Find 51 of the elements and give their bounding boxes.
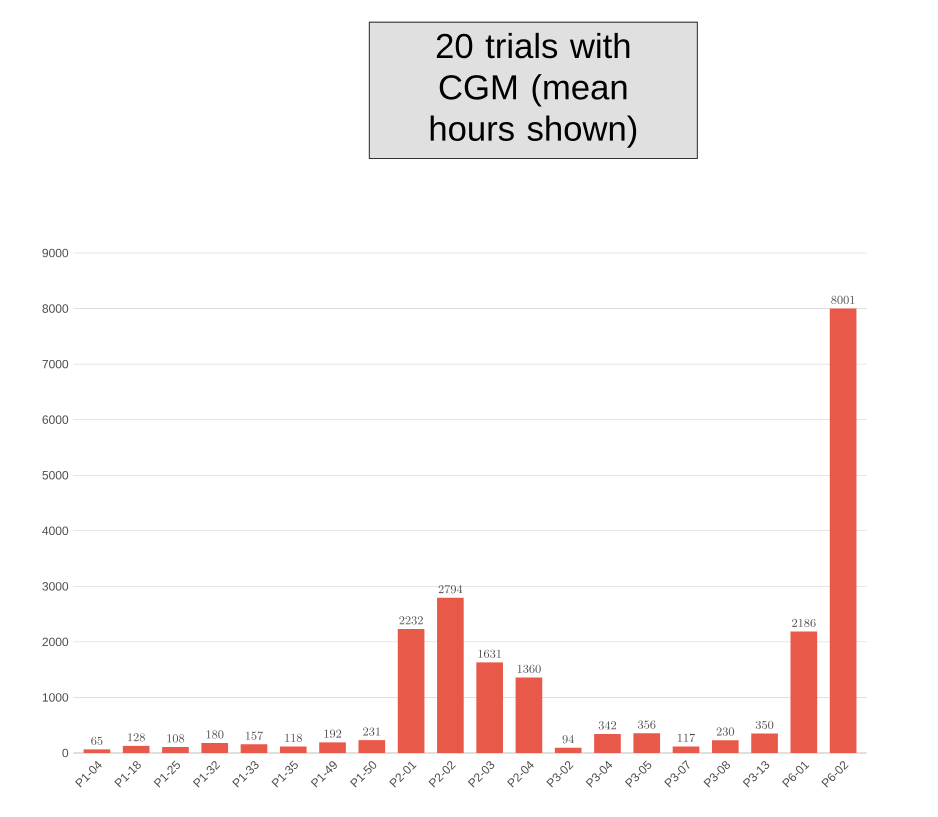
data-label: 1631 [478, 650, 501, 658]
bar [672, 746, 700, 753]
data-label: 128 [128, 733, 145, 742]
bar [633, 733, 660, 753]
data-label: 157 [246, 731, 264, 740]
y-tick-label: 4000 [42, 526, 68, 536]
data-label: 231 [363, 727, 380, 736]
data-label: 2186 [792, 618, 816, 628]
y-tick-label: 8000 [42, 304, 68, 313]
data-label: 117 [678, 734, 696, 742]
data-label: 118 [285, 734, 302, 742]
y-tick-label: 9000 [42, 248, 68, 258]
data-label: 356 [638, 720, 656, 729]
bar [162, 747, 189, 753]
bar [554, 748, 582, 753]
data-label: 108 [167, 734, 184, 743]
data-label: 192 [324, 730, 342, 738]
data-label: 350 [756, 720, 774, 730]
bar [594, 734, 621, 753]
bar [398, 629, 424, 753]
y-tick-label: 7000 [42, 360, 68, 368]
data-label: 1360 [518, 664, 541, 674]
y-tick-label: 0 [62, 748, 68, 758]
bar [751, 734, 778, 753]
y-tick-label: 3000 [42, 582, 68, 591]
bar [437, 598, 464, 753]
data-label: 230 [716, 728, 734, 736]
bar [830, 308, 856, 753]
data-label: 2794 [438, 584, 462, 594]
bar [84, 749, 110, 753]
data-label: 94 [562, 734, 574, 744]
data-label: 342 [598, 721, 616, 730]
y-tick-label: 1000 [42, 693, 68, 702]
y-tick-label: 5000 [42, 470, 68, 480]
data-label: 2232 [399, 616, 423, 625]
bar [280, 746, 307, 753]
bar [516, 677, 542, 753]
bar [476, 662, 503, 753]
y-tick-label: 2000 [42, 638, 68, 646]
bar [712, 740, 739, 753]
chart-title: 20 trials with CGM (mean hours shown) [430, 32, 636, 148]
data-label: 180 [206, 730, 224, 739]
y-tick-label: 6000 [42, 415, 68, 424]
bar [319, 742, 346, 753]
bar [240, 744, 268, 753]
bar [201, 743, 228, 753]
data-label: 65 [91, 736, 102, 745]
data-label: 8001 [831, 296, 854, 304]
bar [122, 746, 150, 753]
bar [358, 740, 386, 753]
bar [790, 632, 818, 753]
